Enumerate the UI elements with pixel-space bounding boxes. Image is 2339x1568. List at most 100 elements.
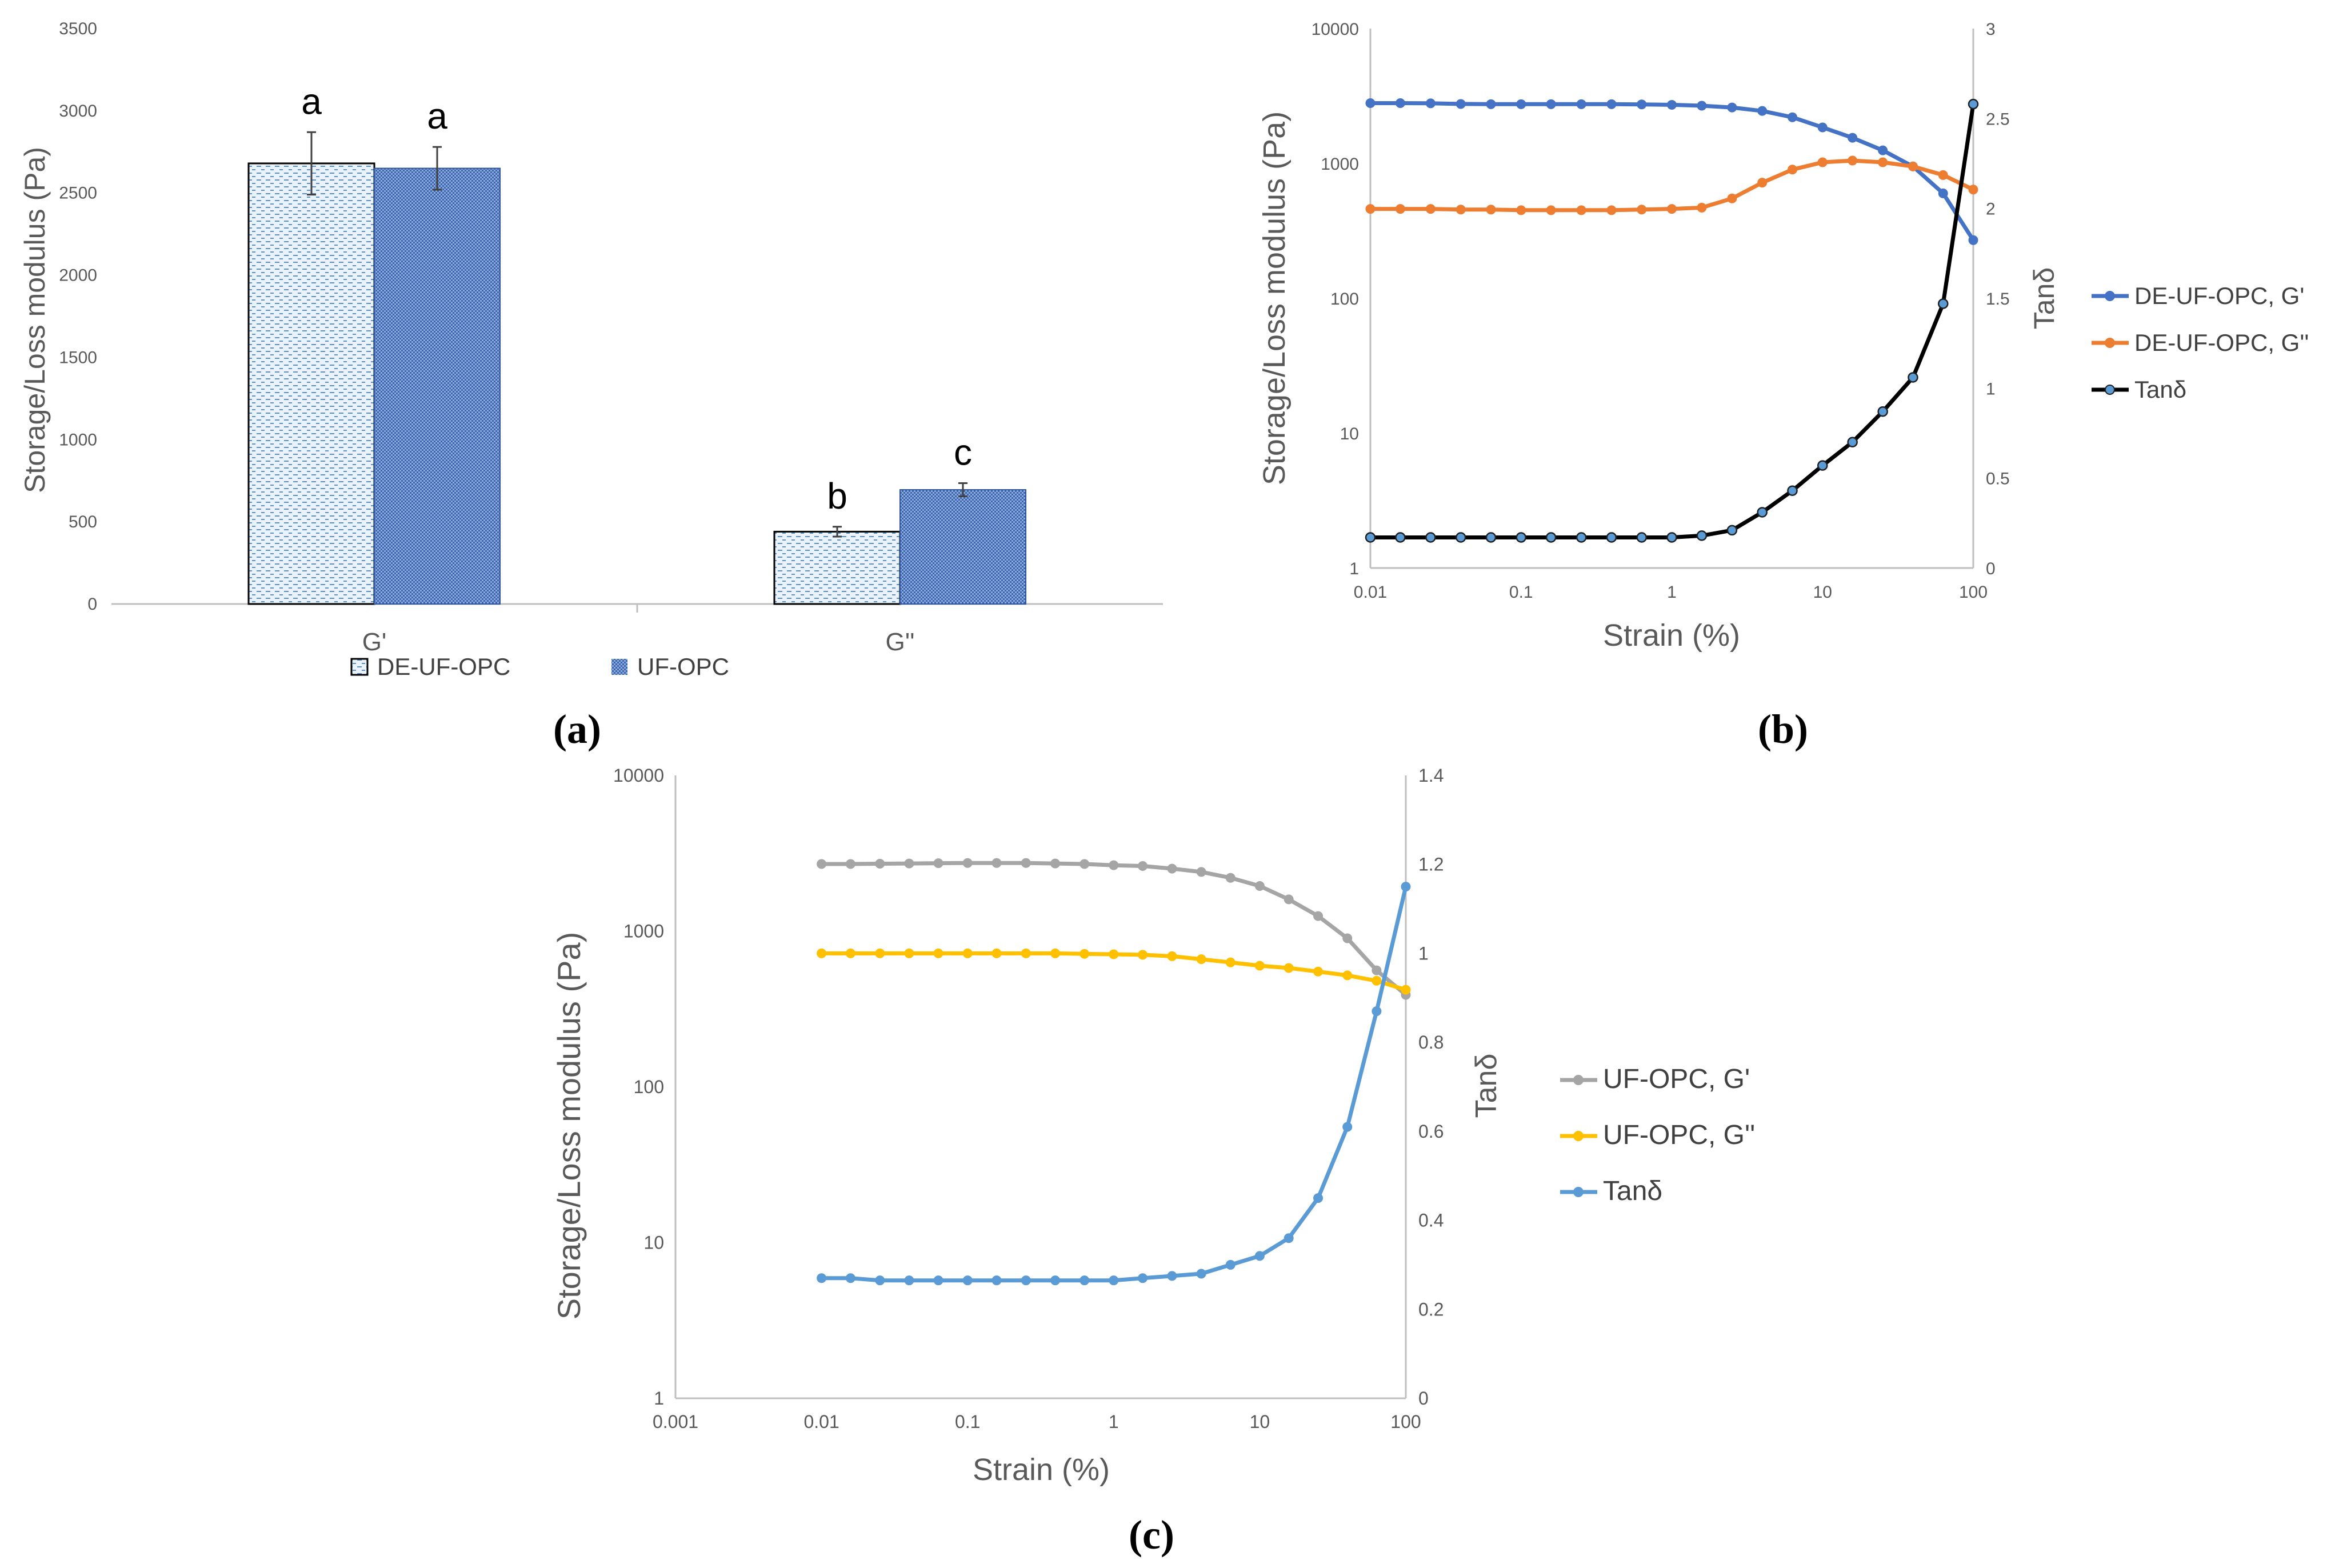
b-data-point xyxy=(1878,157,1888,167)
c-data-point xyxy=(817,1273,827,1283)
b-data-point xyxy=(1455,532,1466,543)
a-legend-swatch-uf xyxy=(611,659,627,675)
b-y-tick-label: 1000 xyxy=(1321,155,1359,174)
b-data-point xyxy=(1908,372,1918,383)
b-data-point xyxy=(1456,99,1466,109)
c-data-point xyxy=(904,1275,914,1286)
c-data-point xyxy=(1138,861,1148,871)
a-y-tick-label: 2500 xyxy=(59,184,97,203)
c-y2-tick-label: 0 xyxy=(1418,1388,1429,1409)
b-y-tick-label: 100 xyxy=(1330,290,1359,309)
c-legend-marker xyxy=(1573,1131,1584,1141)
c-legend-label: UF-OPC, G' xyxy=(1603,1064,1750,1094)
b-y2-tick-label: 2 xyxy=(1986,200,1996,219)
c-legend-label: Tanδ xyxy=(1603,1176,1662,1206)
c-data-point xyxy=(1342,1122,1353,1132)
c-data-point xyxy=(1050,858,1061,869)
a-y-tick-label: 3000 xyxy=(59,102,97,121)
a-y-tick-label: 2000 xyxy=(59,266,97,285)
b-y2-tick-label: 0 xyxy=(1986,559,1996,578)
c-data-point xyxy=(1372,1006,1382,1017)
c-data-point xyxy=(1254,881,1265,891)
a-y-tick-label: 500 xyxy=(69,513,97,531)
b-data-point xyxy=(1848,133,1858,143)
b-legend-marker xyxy=(2105,338,2115,348)
b-data-point xyxy=(1545,532,1557,543)
c-data-point xyxy=(1196,867,1206,877)
b-series-line xyxy=(1370,101,1975,242)
b-legend: DE-UF-OPC, G' DE-UF-OPC, G'' Tanδ xyxy=(2092,282,2309,403)
a-panel-label: (a) xyxy=(553,706,601,752)
a-y-axis-title: Storage/Loss modulus (Pa) xyxy=(19,147,51,493)
c-x-axis-title: Strain (%) xyxy=(973,1453,1110,1487)
c-data-point xyxy=(875,948,885,958)
b-data-point xyxy=(1727,193,1737,203)
a-category-label: G' xyxy=(362,628,387,656)
panel-b-line-chart: 1 10 100 1000 10000 0 0.5 1 1.5 2 2.5 3 0.01 0.1 1 10 10… xyxy=(1257,20,2309,752)
b-x-tick-label: 0.1 xyxy=(1509,583,1533,602)
b-data-point xyxy=(1817,460,1828,471)
b-data-point xyxy=(1666,532,1677,543)
b-series-line xyxy=(1370,103,1976,539)
c-data-point xyxy=(1225,957,1236,967)
b-x-tick-label: 10 xyxy=(1813,583,1832,602)
a-significance-label: b xyxy=(827,475,847,517)
a-category-label: G'' xyxy=(885,628,914,656)
c-data-point xyxy=(1342,933,1353,943)
a-y-tick-label: 3500 xyxy=(59,19,97,38)
a-bar xyxy=(374,167,501,605)
b-data-point xyxy=(1938,188,1948,198)
c-x-tick-label: 100 xyxy=(1390,1411,1421,1432)
b-x-tick-label: 1 xyxy=(1667,583,1677,602)
c-y-tick-label: 1 xyxy=(654,1388,664,1409)
c-x-tick-label: 0.1 xyxy=(955,1411,980,1432)
b-data-point xyxy=(1425,98,1436,109)
b-data-point xyxy=(1968,235,1978,245)
c-data-point xyxy=(1050,948,1061,958)
a-bar xyxy=(247,162,375,605)
c-data-point xyxy=(1225,873,1236,883)
b-data-point xyxy=(1726,525,1738,536)
b-y-tick-label: 10 xyxy=(1340,425,1359,443)
a-significance-label: a xyxy=(427,95,447,137)
b-legend-marker xyxy=(2105,385,2115,395)
a-significance-label: c xyxy=(954,432,972,473)
c-y2-tick-label: 1.4 xyxy=(1418,765,1444,786)
c-data-point xyxy=(933,858,943,869)
b-data-point xyxy=(1667,204,1677,214)
b-data-point xyxy=(1395,204,1405,214)
b-data-point xyxy=(1637,205,1647,215)
a-y-tick-label: 1000 xyxy=(59,430,97,449)
c-data-point xyxy=(845,1273,855,1283)
b-y2-tick-label: 3 xyxy=(1986,20,1996,39)
b-y2-axis-title: Tanδ xyxy=(2028,267,2060,329)
c-data-point xyxy=(1196,954,1206,965)
b-data-point xyxy=(1757,507,1768,518)
c-data-point xyxy=(1167,1271,1177,1281)
c-y2-tick-label: 1.2 xyxy=(1418,854,1444,875)
c-data-point xyxy=(1313,1193,1324,1203)
b-data-point xyxy=(1425,532,1436,543)
b-data-point xyxy=(1938,298,1949,309)
c-y2-tick-label: 0.2 xyxy=(1418,1299,1444,1319)
c-y2-tick-label: 0.8 xyxy=(1418,1032,1444,1053)
b-legend-label: DE-UF-OPC, G'' xyxy=(2134,329,2309,356)
b-data-point xyxy=(1576,99,1586,109)
b-y-axis-title: Storage/Loss modulus (Pa) xyxy=(1257,111,1292,485)
b-data-point xyxy=(1847,437,1858,447)
b-data-point xyxy=(1938,170,1948,180)
c-y2-tick-label: 0.6 xyxy=(1418,1121,1444,1142)
b-data-point xyxy=(1365,204,1376,214)
c-data-point xyxy=(933,1275,943,1286)
c-data-point xyxy=(1254,1251,1265,1261)
c-data-point xyxy=(875,859,885,869)
b-data-point xyxy=(1516,99,1526,109)
c-data-point xyxy=(991,948,1002,958)
c-data-point xyxy=(962,858,973,868)
b-data-point xyxy=(1546,205,1556,215)
c-data-point xyxy=(817,948,827,958)
b-data-point xyxy=(1848,155,1858,166)
c-data-point xyxy=(875,1275,885,1286)
b-y-tick-label: 10000 xyxy=(1312,20,1359,39)
